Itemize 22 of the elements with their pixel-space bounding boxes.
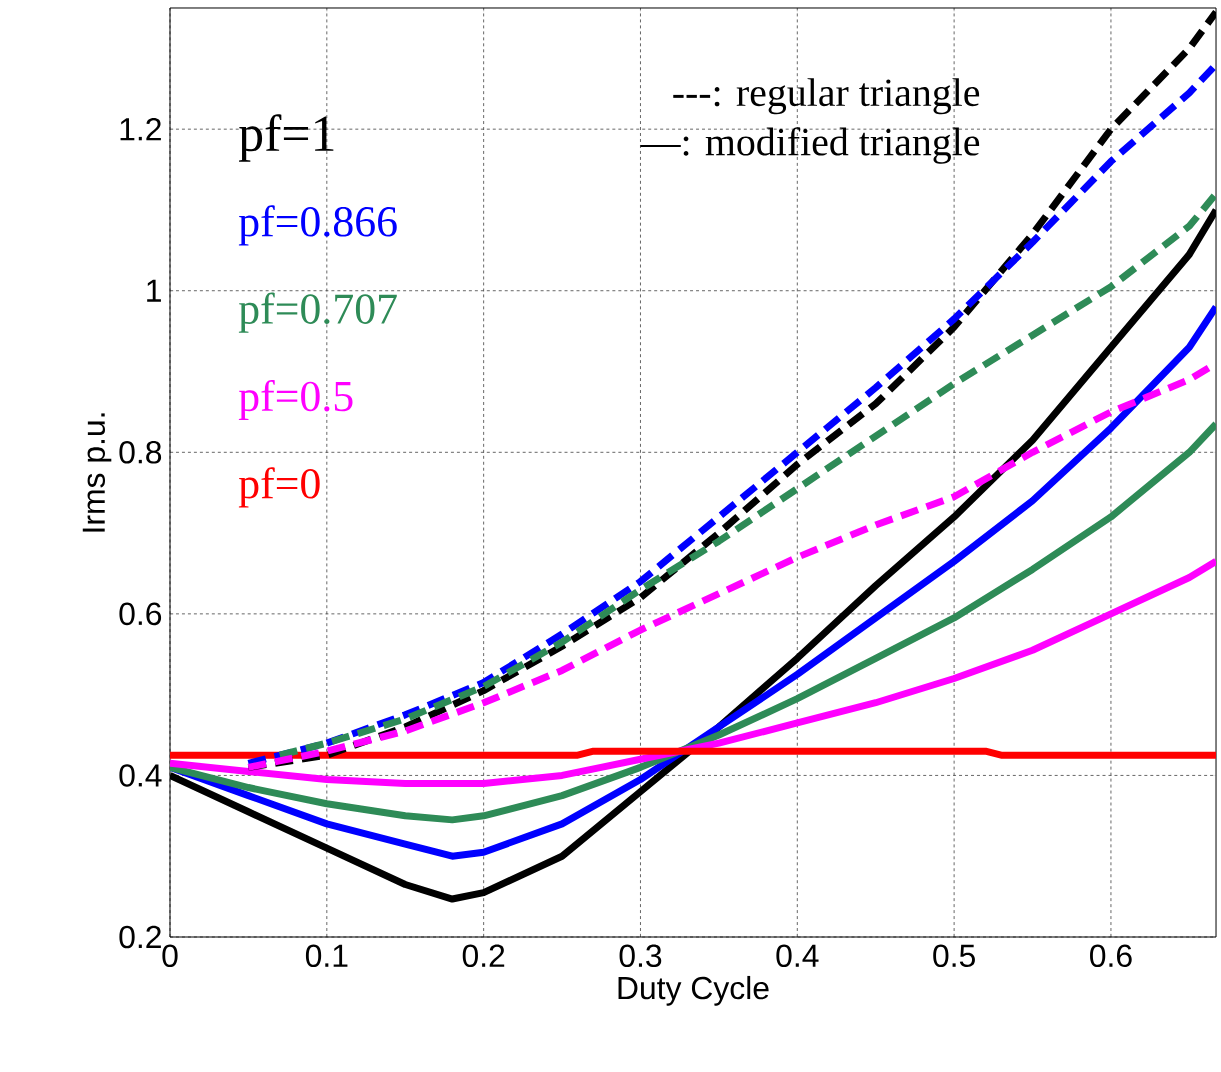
text: pf=0.5 — [238, 379, 353, 421]
x-tick-label: 0.6 — [1090, 944, 1132, 968]
x-tick-label: 0.5 — [933, 944, 975, 968]
y-tick-label: 0.8 — [119, 441, 162, 464]
y-tick-label: 0.6 — [119, 602, 162, 626]
y-axis-title: Irms p.u. — [82, 413, 112, 532]
x-tick-label: 0.3 — [619, 944, 662, 968]
x-tick-label: 0.4 — [776, 944, 819, 968]
y-tick-label: 1 — [147, 279, 161, 302]
text: pf=0.866 — [238, 205, 397, 246]
text: pf=1 — [239, 114, 334, 162]
annotation: —: modified triangle — [640, 127, 980, 164]
x-axis-title: Duty Cycle — [618, 975, 769, 1006]
y-tick-label: 0.2 — [119, 925, 161, 949]
text: pf=0.707 — [238, 292, 397, 333]
y-tick-label: 0.4 — [119, 764, 162, 787]
x-tick-label: 0 — [162, 944, 178, 968]
x-tick-label: 0.1 — [305, 944, 348, 968]
y-tick-label: 1.2 — [120, 118, 161, 141]
text: pf=0 — [238, 467, 320, 508]
x-tick-label: 0.2 — [462, 944, 505, 968]
annotation: ---: regular triangle — [673, 78, 980, 115]
